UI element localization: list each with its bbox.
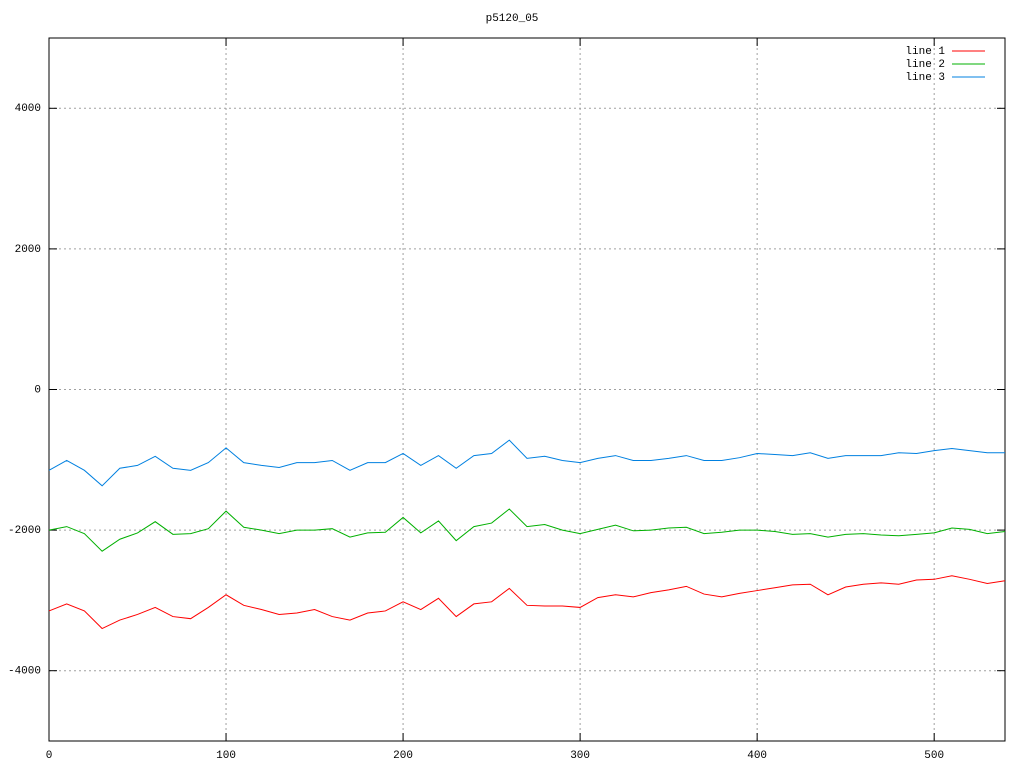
legend-label: line 2 bbox=[905, 59, 945, 71]
x-tick-label: 500 bbox=[924, 750, 944, 762]
y-tick-label: 2000 bbox=[15, 244, 41, 256]
y-tick-label: -4000 bbox=[8, 666, 41, 678]
x-tick-label: 300 bbox=[570, 750, 590, 762]
y-tick-label: 0 bbox=[34, 384, 41, 396]
y-tick-label: 4000 bbox=[15, 103, 41, 115]
x-tick-label: 0 bbox=[46, 750, 53, 762]
data-line bbox=[48, 439, 1005, 487]
plot-frame bbox=[48, 37, 1006, 742]
y-tick-label: -2000 bbox=[8, 525, 41, 537]
x-tick-label: 100 bbox=[216, 750, 236, 762]
chart-title: p5120_05 bbox=[486, 13, 539, 25]
data-line bbox=[48, 575, 1006, 630]
x-tick-label: 400 bbox=[747, 750, 767, 762]
legend-label: line 3 bbox=[905, 72, 945, 84]
legend-label: line 1 bbox=[905, 46, 945, 58]
data-line bbox=[48, 508, 1006, 552]
x-tick-label: 200 bbox=[393, 750, 413, 762]
